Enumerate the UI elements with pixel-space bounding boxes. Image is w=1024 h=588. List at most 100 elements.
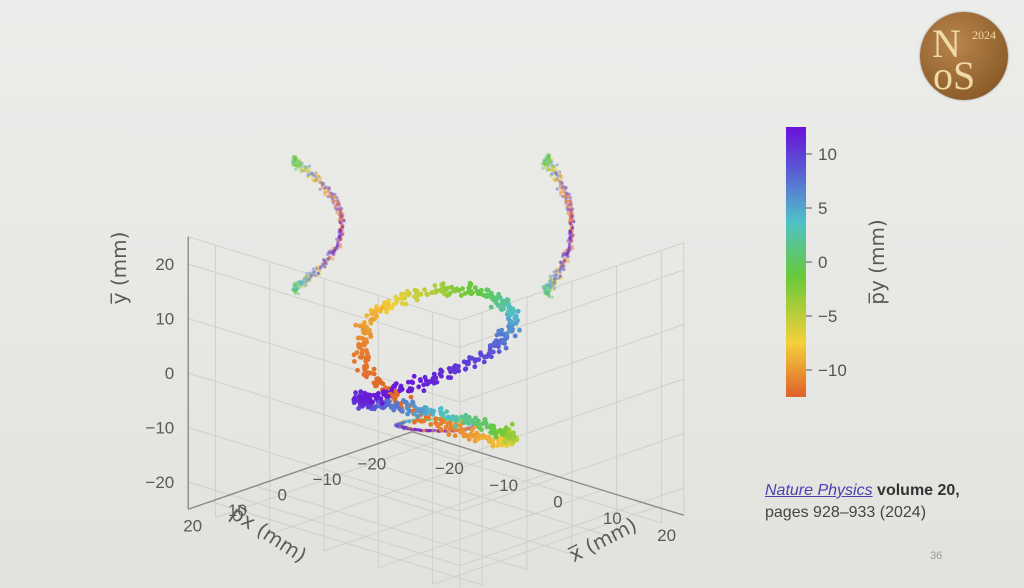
projection-point-floor (404, 419, 409, 423)
projection-point-floor (406, 426, 410, 430)
projection-point-right (559, 177, 563, 181)
projection-point-right (568, 221, 572, 225)
projection-point-left (318, 187, 322, 191)
projection-point-right (568, 229, 573, 233)
projection-point-right (548, 283, 553, 287)
projection-point-right (561, 252, 565, 256)
projection-point-left (292, 288, 296, 292)
projection-point-floor (399, 424, 403, 428)
projection-point-right (546, 291, 550, 295)
projection-point-right (556, 177, 560, 181)
projection-point-right (569, 212, 573, 216)
projection-point-left (323, 191, 327, 195)
projection-point-left (300, 168, 304, 172)
colorbar-tick-label: 0 (818, 253, 827, 272)
projection-point-left (307, 278, 311, 282)
projection-point-right (569, 199, 573, 203)
projection-point-right (552, 270, 556, 274)
projection-point-right (558, 260, 562, 264)
projection-point-left (297, 164, 301, 169)
trajectory-point (504, 335, 509, 341)
projection-point-right (547, 160, 551, 164)
projection-point-left (305, 165, 309, 169)
projection-point-left (323, 193, 327, 197)
trajectory-point (514, 315, 519, 321)
projection-point-right (548, 163, 553, 167)
projection-point-floor (400, 421, 404, 425)
trajectory-point (362, 390, 368, 396)
projection-point-floor (402, 420, 406, 424)
projection-point-left (331, 198, 335, 202)
projection-point-right (555, 178, 559, 182)
axis-ticks: −20 −10 0 10 20 −20 −10 0 10 20 −20 −10 0 10 20 (145, 255, 676, 545)
trajectory-point (428, 422, 434, 427)
projection-point-left (308, 276, 312, 280)
trajectory-point (389, 387, 395, 392)
projection-point-right (549, 157, 553, 161)
projection-point-left (309, 274, 313, 278)
projection-point-left (330, 193, 335, 197)
projection-point-floor (396, 424, 400, 428)
projection-point-left (308, 276, 313, 280)
projection-point-left (292, 284, 296, 288)
projection-point-right (558, 179, 562, 183)
projection-point-left (318, 180, 322, 185)
projection-point-right (562, 193, 566, 197)
projection-point-right (542, 287, 547, 292)
projection-point-right (568, 233, 572, 237)
projection-point-left (297, 159, 301, 163)
trajectory-point (466, 361, 471, 367)
projection-point-right (571, 214, 575, 218)
colorbar-tick-label: −5 (818, 307, 837, 326)
trajectory-point (461, 415, 467, 421)
projection-point-right (565, 191, 569, 195)
projection-point-left (309, 274, 313, 278)
projection-point-floor (403, 425, 407, 429)
projection-point-right (571, 207, 575, 211)
projection-point-left (296, 280, 300, 284)
projection-point-left (311, 173, 315, 177)
projection-point-left (340, 224, 344, 228)
trajectory-point (488, 304, 494, 310)
projection-point-right (545, 287, 549, 291)
projection-point-left (303, 165, 307, 169)
main-trajectory-points (351, 280, 522, 449)
projection-point-floor (427, 429, 431, 433)
trajectory-point (507, 327, 512, 333)
projection-point-left (305, 275, 309, 279)
projection-point-left (293, 285, 297, 289)
trajectory-point (427, 379, 433, 384)
trajectory-point (415, 413, 420, 419)
trajectory-point (502, 439, 507, 445)
projection-point-left (331, 250, 335, 254)
projection-point-left (296, 284, 300, 288)
projection-point-right (542, 160, 546, 164)
projection-point-left (315, 178, 319, 182)
projection-point-floor (398, 422, 402, 426)
projection-point-left (292, 163, 296, 167)
projection-point-left (318, 272, 322, 276)
trajectory-point (438, 426, 444, 432)
journal-link[interactable]: Nature Physics (765, 482, 873, 499)
projection-point-right (570, 229, 575, 233)
projection-point-right (552, 288, 556, 292)
projection-point-left (322, 190, 327, 194)
projection-point-right (564, 186, 568, 190)
projection-point-left (335, 203, 339, 207)
trajectory-point (490, 294, 496, 300)
colorbar-tick-label: −10 (818, 361, 847, 380)
trajectory-point (426, 415, 431, 420)
projection-point-left (333, 248, 337, 252)
projection-point-right (565, 193, 569, 197)
projection-point-right (553, 171, 557, 175)
projection-point-floor (428, 429, 432, 433)
projection-point-floor (394, 424, 398, 428)
projection-point-floor (400, 425, 404, 429)
projection-point-right (541, 284, 545, 289)
projection-point-left (317, 269, 322, 273)
trajectory-point (395, 296, 400, 302)
projection-point-right (559, 265, 563, 269)
projection-point-left (337, 238, 342, 242)
projection-point-right (546, 157, 550, 161)
projection-point-right (566, 250, 570, 254)
